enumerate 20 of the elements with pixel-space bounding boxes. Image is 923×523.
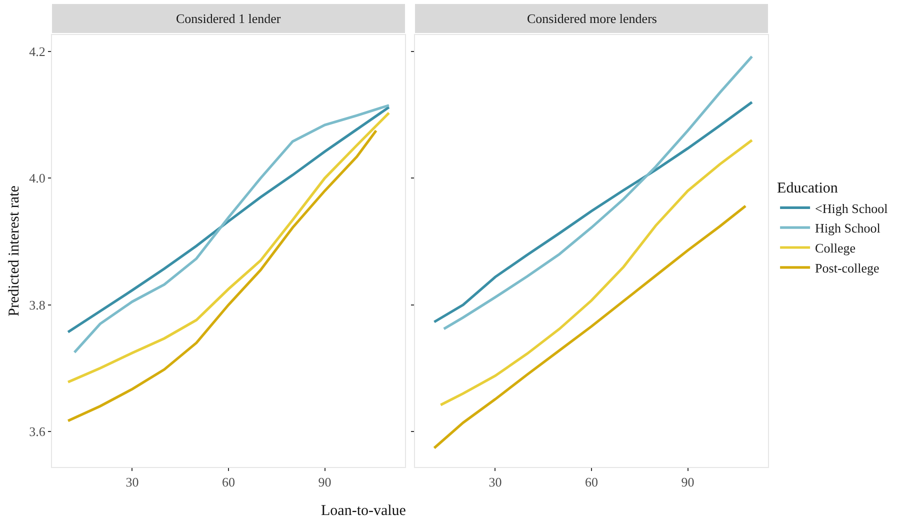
y-axis-title: Predicted interest rate (6, 185, 22, 316)
y-tick-label: 4.2 (29, 44, 46, 60)
legend-title: Education (777, 180, 838, 197)
x-tick-label: 90 (318, 474, 332, 490)
line-series (66, 129, 378, 422)
x-tick-label: 30 (126, 474, 139, 490)
legend-label: College (815, 240, 856, 256)
x-tick-label: 90 (681, 474, 694, 490)
legend-label: <High School (815, 200, 888, 216)
y-tick-label: 3.6 (29, 424, 46, 440)
x-tick-label: 60 (585, 474, 598, 490)
y-tick-label: 4.0 (29, 170, 46, 186)
x-tick-label: 60 (222, 474, 235, 490)
x-tick-label: 30 (488, 474, 502, 490)
chart-title: Considered 1 lender (176, 11, 282, 26)
legend-label: Post-college (815, 260, 880, 276)
y-tick-label: 3.8 (29, 297, 46, 312)
x-axis-title: Loan-to-value (321, 503, 406, 519)
chart-title: Considered more lenders (527, 11, 657, 26)
legend-label: High School (815, 220, 881, 236)
